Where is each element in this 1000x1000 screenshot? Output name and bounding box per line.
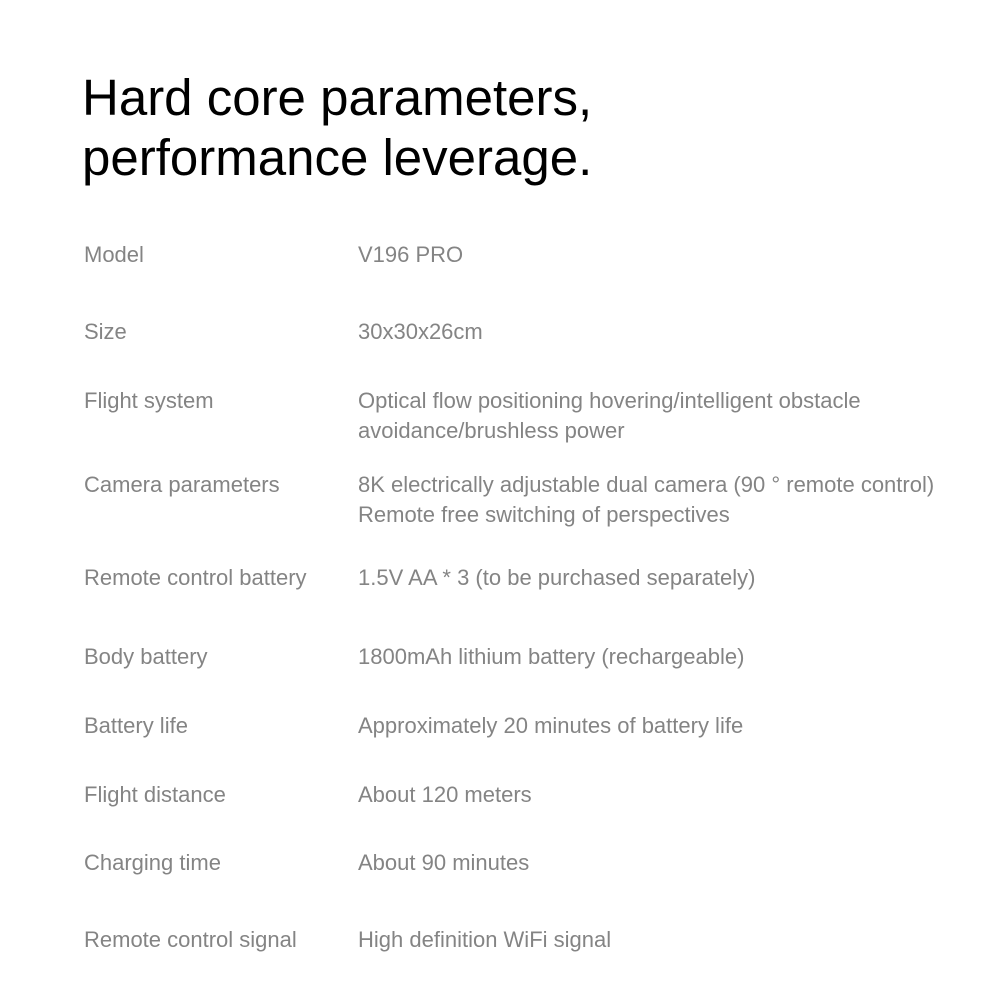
page-title: Hard core parameters, performance levera…: [82, 68, 592, 188]
spec-label: Camera parameters: [84, 472, 280, 497]
spec-value: About 90 minutes: [358, 850, 530, 875]
spec-value: 30x30x26cm: [358, 319, 483, 344]
spec-label: Remote control battery: [84, 565, 307, 590]
spec-value: About 120 meters: [358, 782, 532, 807]
spec-value: 1800mAh lithium battery (rechargeable): [358, 644, 745, 669]
spec-label: Flight system: [84, 388, 214, 413]
spec-value: 1.5V AA * 3 (to be purchased separately): [358, 565, 756, 590]
spec-value: V196 PRO: [358, 242, 464, 267]
page-title-line-2: performance leverage.: [82, 129, 593, 186]
spec-value: Approximately 20 minutes of battery life: [358, 713, 744, 738]
spec-label: Charging time: [84, 850, 221, 875]
spec-label: Model: [84, 242, 144, 267]
spec-value: High definition WiFi signal: [358, 927, 612, 952]
spec-value: Optical flow positioning hovering/intell…: [358, 388, 861, 443]
spec-label: Remote control signal: [84, 927, 297, 952]
spec-value: 8K electrically adjustable dual camera (…: [358, 472, 935, 527]
spec-label: Flight distance: [84, 782, 226, 807]
spec-label: Size: [84, 319, 127, 344]
spec-label: Battery life: [84, 713, 188, 738]
spec-label: Body battery: [84, 644, 208, 669]
page-title-line-1: Hard core parameters,: [82, 69, 593, 126]
